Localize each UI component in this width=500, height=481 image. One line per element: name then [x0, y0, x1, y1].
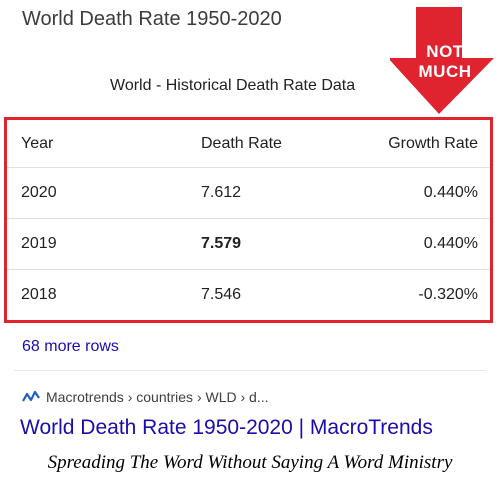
more-rows-link[interactable]: 68 more rows [22, 338, 119, 355]
table-row: 2018 7.546 -0.320% [7, 270, 490, 320]
divider [14, 370, 486, 371]
table-row: 2020 7.612 0.440% [7, 168, 490, 219]
macrotrends-logo-icon [22, 388, 40, 406]
search-result-title-link[interactable]: World Death Rate 1950-2020 | MacroTrends [20, 416, 433, 439]
cell-year: 2018 [21, 286, 57, 303]
cell-growth-rate: 0.440% [423, 184, 478, 201]
image-caption: Spreading The Word Without Saying A Word… [47, 452, 453, 473]
cell-growth-rate: 0.440% [423, 235, 478, 252]
badge-text-not: NOT [426, 42, 464, 61]
cell-death-rate: 7.546 [201, 286, 242, 303]
cell-year: 2019 [21, 235, 57, 252]
data-table: Year Death Rate Growth Rate 2020 7.612 0… [4, 117, 493, 323]
column-header-year: Year [21, 135, 54, 152]
cell-growth-rate: -0.320% [418, 286, 478, 303]
cell-death-rate: 7.579 [201, 235, 242, 252]
page-title: World Death Rate 1950-2020 [22, 8, 282, 30]
source-breadcrumb[interactable]: Macrotrends › countries › WLD › d... [22, 388, 269, 406]
table-caption: World - Historical Death Rate Data [110, 77, 356, 94]
source-breadcrumb-text: Macrotrends › countries › WLD › d... [46, 389, 269, 405]
cell-death-rate: 7.612 [201, 184, 242, 201]
table-header-row: Year Death Rate Growth Rate [7, 120, 490, 168]
column-header-death-rate: Death Rate [201, 135, 282, 152]
table-row: 2019 7.579 0.440% [7, 219, 490, 270]
cell-year: 2020 [21, 184, 57, 201]
not-much-arrow-badge: NOT MUCH [390, 2, 500, 122]
badge-text-much: MUCH [418, 62, 472, 81]
down-arrow-icon [390, 4, 498, 120]
column-header-growth-rate: Growth Rate [388, 135, 478, 152]
